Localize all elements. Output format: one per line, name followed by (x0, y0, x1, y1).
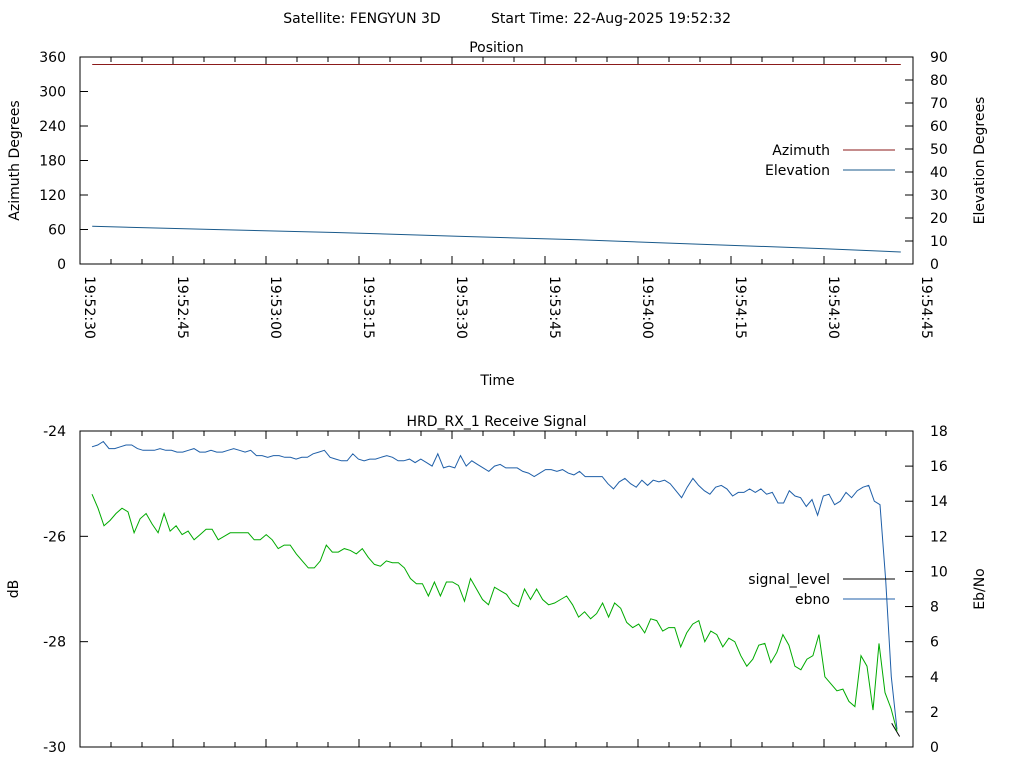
series-line-ebno (91, 440, 898, 730)
left-tick-label: 180 (39, 154, 66, 170)
left-tick-label: 360 (39, 50, 66, 66)
x-tick-label: 19:52:45 (174, 276, 190, 339)
x-tick-label: 19:53:45 (546, 276, 562, 339)
legend-label: ebno (795, 592, 830, 608)
right-tick-label: 90 (930, 50, 948, 66)
series-line-signal-level (891, 723, 901, 737)
y-axis-label-left: Azimuth Degrees (7, 100, 23, 220)
right-tick-label: 70 (930, 96, 948, 112)
right-tick-label: 60 (930, 119, 948, 135)
left-tick-label: 300 (39, 85, 66, 101)
plot-frame (79, 56, 914, 265)
left-tick-label: 240 (39, 119, 66, 135)
y-axis-label-left: dB (6, 580, 22, 599)
right-tick-label: 2 (930, 705, 939, 721)
y-axis-label-right: Eb/No (972, 568, 988, 610)
y-axis-label-right: Elevation Degrees (972, 97, 988, 225)
chart-title: Position (469, 40, 524, 56)
right-tick-label: 0 (930, 257, 939, 273)
right-tick-label: 80 (930, 73, 948, 89)
receive-signal-chart: HRD_RX_1 Receive Signal -30 -28 -26 -24 0 2 4 6 8… (6, 414, 988, 756)
right-tick-label: 16 (930, 459, 948, 475)
start-time-label: Start Time: 22-Aug-2025 19:52:32 (491, 11, 731, 27)
right-tick-label: 6 (930, 635, 939, 651)
right-tick-label: 8 (930, 600, 939, 616)
right-tick-label: 10 (930, 234, 948, 250)
right-tick-label: 12 (930, 529, 948, 545)
left-tick-label: -28 (43, 635, 66, 651)
right-tick-label: 20 (930, 211, 948, 227)
chart-title: HRD_RX_1 Receive Signal (407, 414, 587, 430)
legend-label: Elevation (765, 163, 830, 179)
left-tick-label: -30 (43, 740, 66, 756)
plot-frame (79, 430, 914, 748)
right-tick-label: 0 (930, 740, 939, 756)
left-tick-label: -26 (43, 529, 66, 545)
x-tick-label: 19:53:30 (453, 276, 469, 339)
x-tick-label: 19:52:30 (81, 276, 97, 339)
x-tick-label: 19:54:30 (825, 276, 841, 339)
position-chart: Position 0 60 120 180 240 300 360 0 10 20 30 40 50 60 7… (7, 40, 988, 389)
left-tick-label: 60 (48, 223, 66, 239)
x-tick-label: 19:54:45 (918, 276, 934, 339)
legend-label: Azimuth (772, 143, 830, 159)
right-tick-label: 18 (930, 424, 948, 440)
x-axis-label: Time (479, 373, 514, 389)
right-tick-label: 50 (930, 142, 948, 158)
series-line-unnamed-2 (91, 494, 898, 732)
right-tick-label: 4 (930, 670, 939, 686)
right-tick-label: 40 (930, 165, 948, 181)
x-tick-label: 19:53:00 (267, 276, 283, 339)
right-tick-label: 14 (930, 494, 948, 510)
series-line-elevation (92, 225, 901, 253)
satellite-label: Satellite: FENGYUN 3D (283, 11, 440, 27)
x-tick-label: 19:54:00 (639, 276, 655, 339)
left-tick-label: 0 (57, 257, 66, 273)
right-tick-label: 30 (930, 188, 948, 204)
right-tick-label: 10 (930, 564, 948, 580)
x-tick-label: 19:54:15 (732, 276, 748, 339)
x-tick-label: 19:53:15 (360, 276, 376, 339)
legend-label: signal_level (748, 572, 830, 588)
left-tick-label: 120 (39, 188, 66, 204)
left-tick-label: -24 (43, 424, 66, 440)
